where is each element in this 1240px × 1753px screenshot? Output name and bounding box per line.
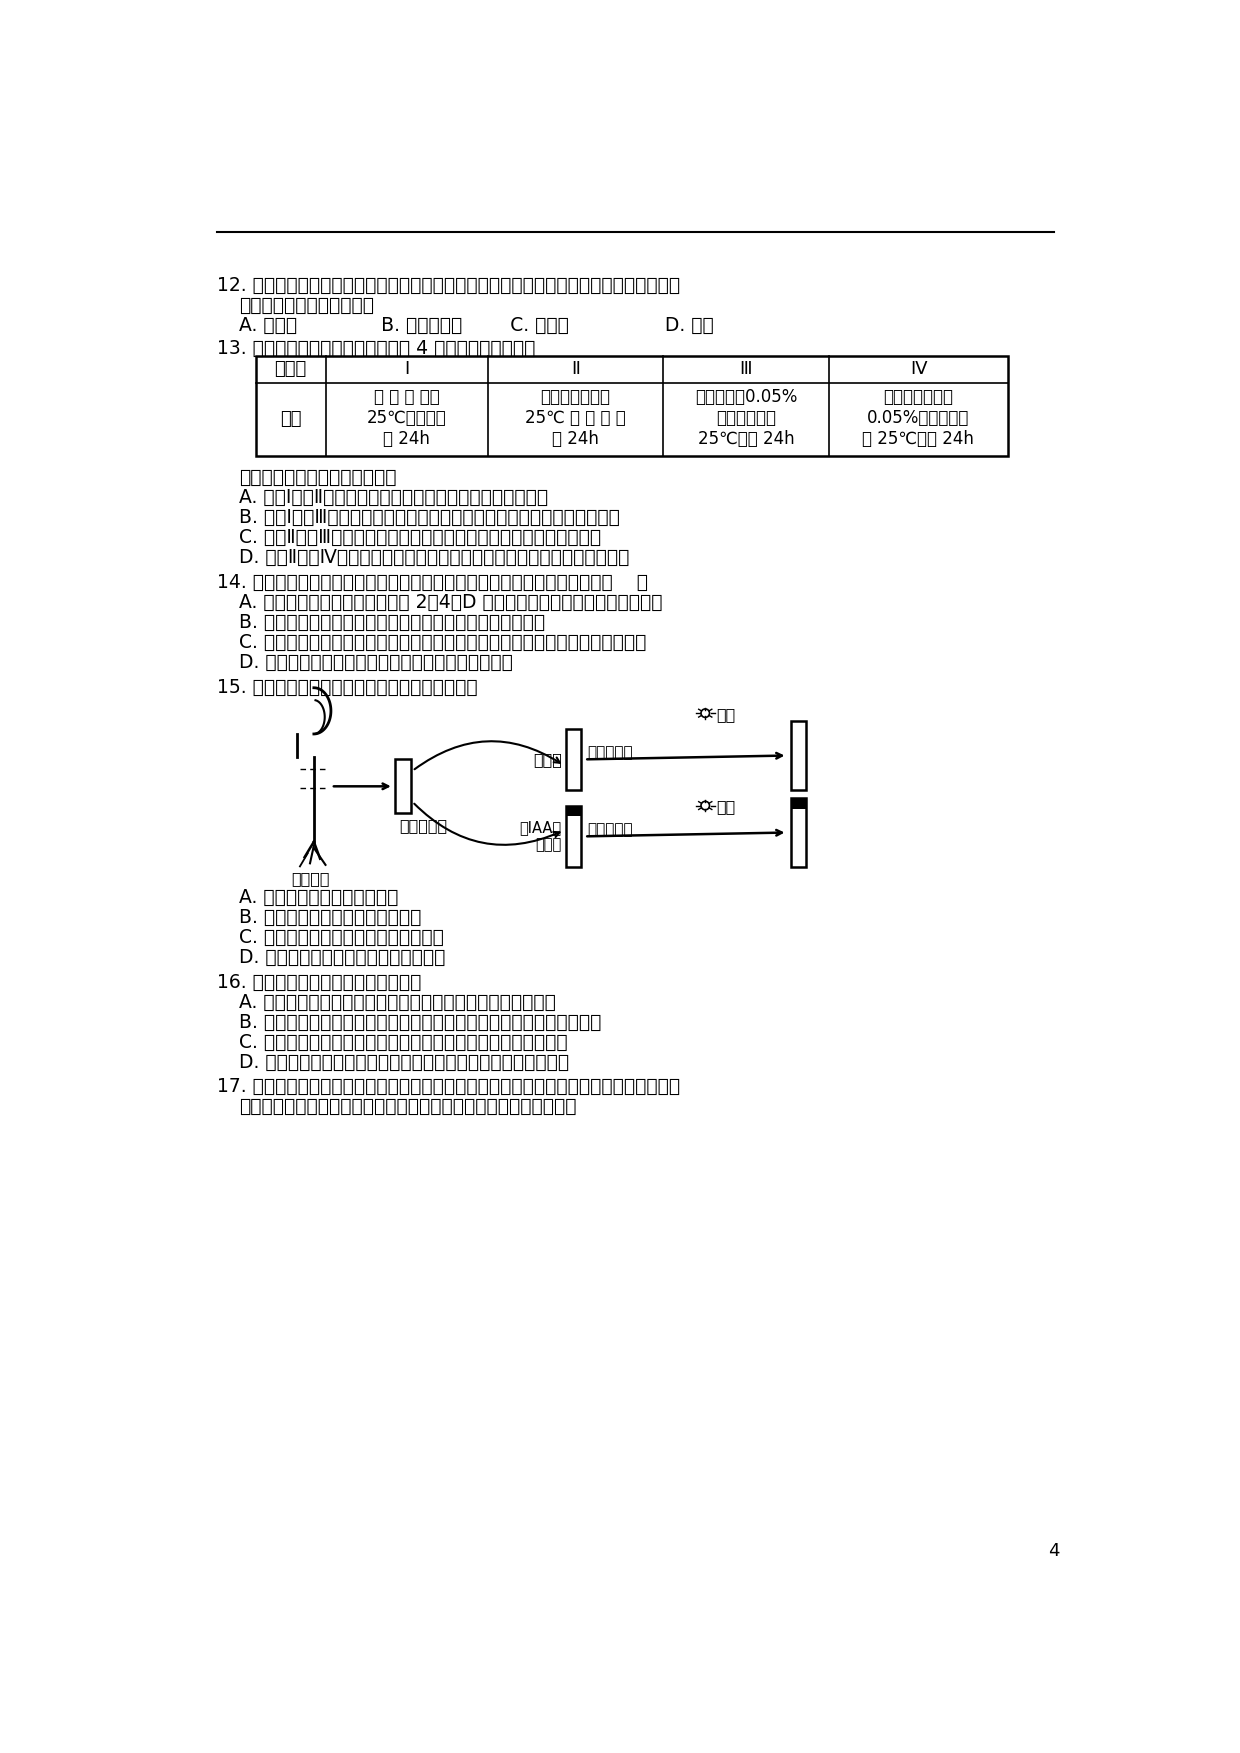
Text: D. 若少年儿童食用经乙烯催熟的水果，会导致性早熟: D. 若少年儿童食用经乙烯催熟的水果，会导致性早熟	[238, 654, 512, 671]
Text: Ⅰ: Ⅰ	[404, 361, 409, 379]
Text: 一段时间后: 一段时间后	[588, 745, 634, 761]
Text: A. 生长素              B. 细胞分裂素        C. 赤霉素                D. 乙烯: A. 生长素 B. 细胞分裂素 C. 赤霉素 D. 乙烯	[238, 316, 713, 335]
Text: 14. 下列关于植物激素及人工合成的植物激素类似物的应用，叙述正确的是（    ）: 14. 下列关于植物激素及人工合成的植物激素类似物的应用，叙述正确的是（ ）	[217, 573, 649, 593]
Text: A. 人工合成的植物生长素类似物 2，4－D 可以用于除去小麦田间的双子叶杂草: A. 人工合成的植物生长素类似物 2，4－D 可以用于除去小麦田间的双子叶杂草	[238, 593, 662, 612]
Text: Ⅳ: Ⅳ	[910, 361, 926, 379]
Text: Ⅱ: Ⅱ	[570, 361, 580, 379]
Text: 机械破损种皮，
0.05%赤霉素水溶
液 25℃浸泡 24h: 机械破损种皮， 0.05%赤霉素水溶 液 25℃浸泡 24h	[863, 387, 975, 447]
Text: 光源: 光源	[717, 799, 735, 815]
Bar	[791, 798, 806, 868]
Text: 机械破损种皮，
25℃ 蒸 馏 水 浸
泡 24h: 机械破损种皮， 25℃ 蒸 馏 水 浸 泡 24h	[525, 387, 626, 447]
Text: A. 单侧光使植物弯曲生长时，背光侧生长素浓度都比向光侧低: A. 单侧光使植物弯曲生长时，背光侧生长素浓度都比向光侧低	[238, 992, 556, 1011]
Text: B. 探究不同浓度生长素类似物对插条生根影响时，应选不同种植物材料: B. 探究不同浓度生长素类似物对插条生根影响时，应选不同种植物材料	[238, 1013, 601, 1033]
Text: 15. 从下图所示的实验中，可以直接得出的结论是: 15. 从下图所示的实验中，可以直接得出的结论是	[217, 678, 477, 696]
Text: D. 种子在浸泡过程中随着乙烯含量的减少，逐渐解除休眠而萌发: D. 种子在浸泡过程中随着乙烯含量的减少，逐渐解除休眠而萌发	[238, 1054, 569, 1071]
Text: 光源: 光源	[717, 706, 735, 722]
Text: 16. 下列关于植物激素的说法正确的是: 16. 下列关于植物激素的说法正确的是	[217, 973, 422, 992]
Text: 其同学以萝卜叶片为材料做了下面的实验。有关实验的说法错误的是: 其同学以萝卜叶片为材料做了下面的实验。有关实验的说法错误的是	[238, 1097, 577, 1117]
Text: A. 仅做Ⅰ组与Ⅱ组实验，可探究机械破损对该种子萌发的影响: A. 仅做Ⅰ组与Ⅱ组实验，可探究机械破损对该种子萌发的影响	[238, 489, 548, 507]
Text: 实验组: 实验组	[274, 361, 306, 379]
Bar	[565, 806, 582, 868]
Text: D. 仅做Ⅱ组与Ⅳ组实验，可探究机械破损条件下赤霉素对该种子萌发的影响: D. 仅做Ⅱ组与Ⅳ组实验，可探究机械破损条件下赤霉素对该种子萌发的影响	[238, 549, 629, 568]
Text: 处理: 处理	[280, 410, 301, 428]
Text: 12. 有人在清除果园虫害的时候误喷了一种除草剂，使果园中某些灌木叶片枯死、脱落。你: 12. 有人在清除果园虫害的时候误喷了一种除草剂，使果园中某些灌木叶片枯死、脱落…	[217, 275, 680, 295]
Text: 认为这种除草剂最可能含有: 认为这种除草剂最可能含有	[238, 296, 373, 316]
Text: 种 皮 完 整，
25℃蒸馏水浸
泡 24h: 种 皮 完 整， 25℃蒸馏水浸 泡 24h	[367, 387, 446, 447]
Text: B. 单侧光照引起生长素分布不均匀: B. 单侧光照引起生长素分布不均匀	[238, 908, 422, 927]
Text: 黄豆幼苗: 黄豆幼苗	[290, 871, 330, 885]
Text: B. 仅做Ⅰ组与Ⅲ组实验，可探究种皮完整条件下赤霉素对该种子萌发的影响: B. 仅做Ⅰ组与Ⅲ组实验，可探究种皮完整条件下赤霉素对该种子萌发的影响	[238, 508, 620, 528]
Bar	[791, 720, 806, 791]
Text: D. 感受光刺激的部位是胚轴切段的顶端: D. 感受光刺激的部位是胚轴切段的顶端	[238, 948, 445, 968]
Bar	[396, 759, 410, 813]
Text: B. 无籽西瓜是用一定浓度的生长素处理未授粉的雌蕊得到的: B. 无籽西瓜是用一定浓度的生长素处理未授粉的雌蕊得到的	[238, 614, 544, 633]
Text: C. 顶芽分泌的生长素可运往侧芽，增加了侧芽的生长素浓度，从而促进侧芽生长: C. 顶芽分泌的生长素可运往侧芽，增加了侧芽的生长素浓度，从而促进侧芽生长	[238, 633, 646, 652]
Text: C. 生长素只能由形态学上端向下端运输: C. 生长素只能由形态学上端向下端运输	[238, 927, 444, 947]
Text: 17. 研究发现，氨基酸等营养物质可以向细胞分裂素浓度高的部位移动。为验证这一结论，: 17. 研究发现，氨基酸等营养物质可以向细胞分裂素浓度高的部位移动。为验证这一结…	[217, 1078, 680, 1096]
Bar	[255, 356, 1007, 456]
Text: 种皮完整，0.05%
赤霉素水溶液
25℃浸泡 24h: 种皮完整，0.05% 赤霉素水溶液 25℃浸泡 24h	[694, 387, 797, 447]
Text: C. 改变处理愈伤组织的细胞分裂素的浓度，影响生根发芽的效果: C. 改变处理愈伤组织的细胞分裂素的浓度，影响生根发芽的效果	[238, 1033, 568, 1052]
Bar	[791, 798, 806, 808]
Text: A. 生长素能促进胚轴切段生长: A. 生长素能促进胚轴切段生长	[238, 889, 398, 906]
Text: Ⅲ: Ⅲ	[740, 361, 753, 379]
Text: 下列组合不能达到相应目的的是: 下列组合不能达到相应目的的是	[238, 468, 397, 487]
Text: 一段时间后: 一段时间后	[588, 822, 634, 838]
Text: 13. 现有与某种植物种子萌发有关的 4 组实验处理如下表，: 13. 现有与某种植物种子萌发有关的 4 组实验处理如下表，	[217, 338, 536, 358]
Text: C. 仅做Ⅱ组与Ⅲ组实验，可探究赤霉素或机械破损对该种子萌发的影响: C. 仅做Ⅱ组与Ⅲ组实验，可探究赤霉素或机械破损对该种子萌发的影响	[238, 528, 601, 547]
Text: 上胚轴切段: 上胚轴切段	[399, 819, 448, 833]
Text: 含IAA的
琼脂块: 含IAA的 琼脂块	[520, 820, 562, 852]
Text: 4: 4	[1048, 1543, 1060, 1560]
Bar	[565, 729, 582, 791]
Text: 琼脂块: 琼脂块	[533, 752, 562, 766]
Bar	[565, 806, 582, 817]
